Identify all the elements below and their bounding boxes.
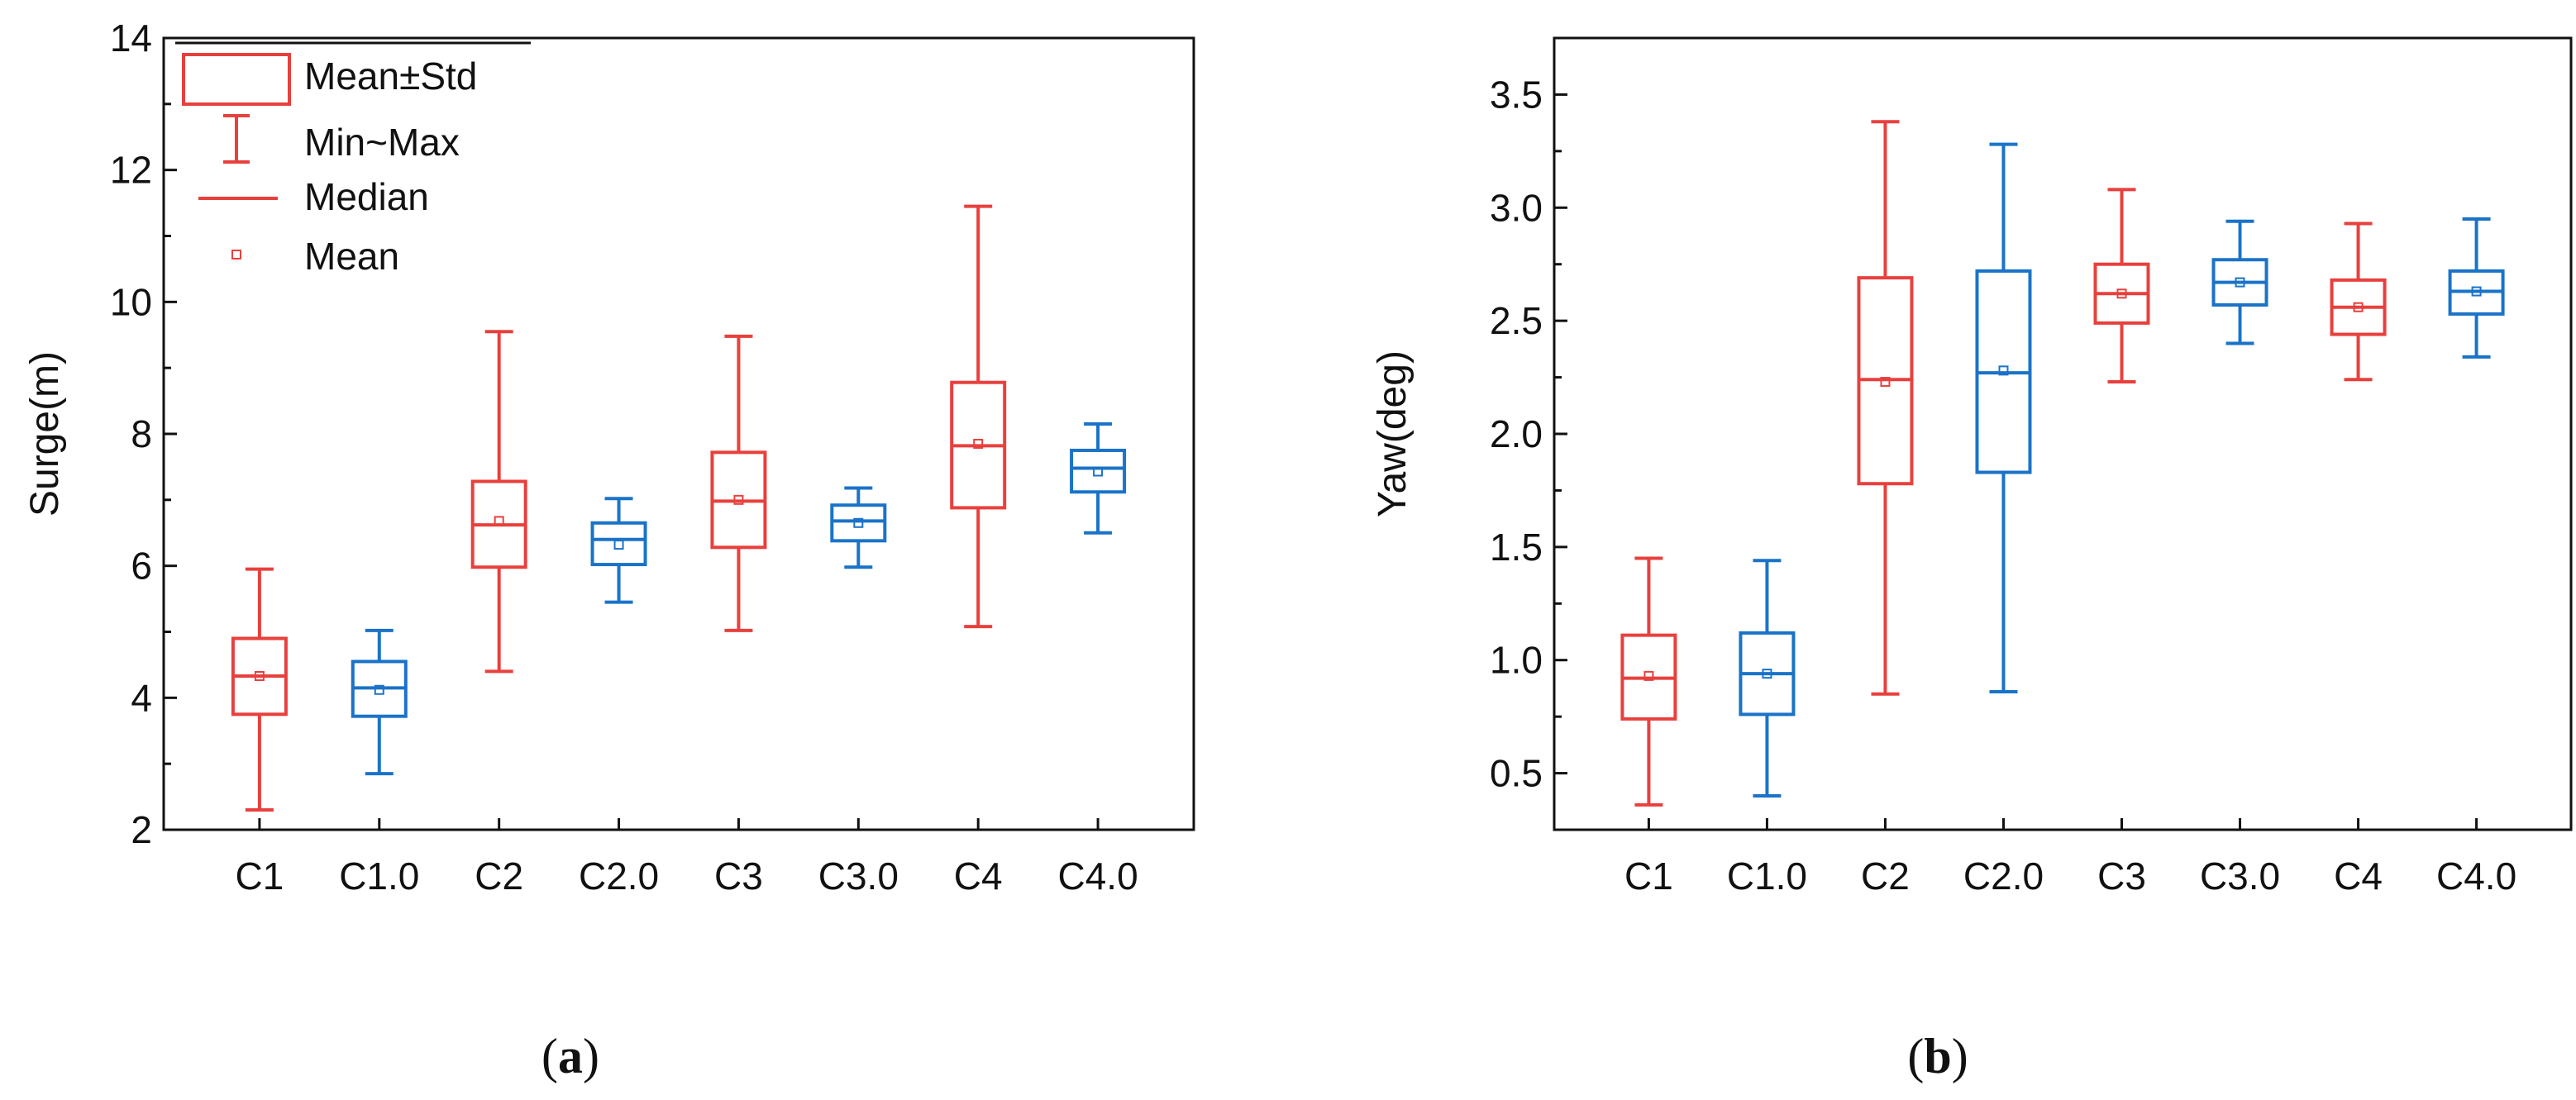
- box-C4: [2330, 221, 2387, 382]
- legend-label-mean: Mean: [304, 235, 399, 278]
- legend-box-icon: [182, 53, 291, 106]
- x-tick-label: C2: [475, 855, 523, 898]
- box-C2: [470, 330, 527, 674]
- x-tick-label: C1.0: [1727, 855, 1807, 898]
- box-C4.0: [2448, 217, 2505, 359]
- x-tick-label: C3: [2097, 855, 2146, 898]
- box-C2.0: [1975, 142, 2032, 694]
- x-tick-label: C2.0: [1963, 855, 2044, 898]
- mean-marker: [2235, 277, 2245, 288]
- panel-b-caption: (b): [1907, 1029, 1968, 1083]
- y-tick-label: 1.5: [1490, 526, 1543, 569]
- x-tick-label: C1: [1624, 855, 1673, 898]
- x-tick-label: C4: [954, 855, 1003, 898]
- mean-marker: [374, 684, 384, 695]
- y-tick-label: 1.0: [1490, 639, 1543, 682]
- panel-a-caption: (a): [541, 1029, 599, 1083]
- y-tick-label: 3.0: [1490, 186, 1543, 229]
- box-C3.0: [830, 486, 887, 569]
- box-C1.0: [1739, 559, 1796, 798]
- legend-label-median: Median: [304, 175, 429, 218]
- legend-mean-icon: [231, 250, 241, 260]
- x-tick-label: C1.0: [339, 855, 419, 898]
- box-C3: [2093, 188, 2150, 384]
- box-C1: [231, 567, 288, 812]
- mean-marker: [853, 517, 864, 528]
- y-tick-label: 4: [131, 676, 152, 719]
- box-C3: [710, 334, 767, 632]
- y-tick-label: 12: [110, 149, 152, 192]
- x-tick-label: C4: [2334, 855, 2383, 898]
- x-tick-label: C2: [1861, 855, 1910, 898]
- y-tick-label: 14: [110, 17, 152, 60]
- y-tick-label: 2: [131, 808, 152, 851]
- y-tick-label: 2.0: [1490, 412, 1543, 455]
- mean-marker: [2471, 286, 2482, 297]
- mean-marker: [1880, 377, 1891, 388]
- mean-marker: [2353, 302, 2364, 312]
- x-tick-label: C2.0: [579, 855, 659, 898]
- y-tick-label: 6: [131, 545, 152, 588]
- box-body: [590, 521, 647, 567]
- x-tick-label: C1: [236, 855, 284, 898]
- panel-a-y-axis-label: Surge(m): [23, 351, 67, 517]
- x-tick-label: C4.0: [2436, 855, 2516, 898]
- x-tick-label: C3.0: [2200, 855, 2280, 898]
- mean-marker: [1643, 670, 1654, 681]
- mean-marker: [613, 540, 624, 550]
- box-C2: [1857, 120, 1914, 696]
- y-tick-label: 8: [131, 412, 152, 455]
- mean-marker: [973, 438, 984, 449]
- legend-label-whisker: Min~Max: [304, 121, 460, 164]
- legend-label-box: Mean±Std: [304, 55, 477, 98]
- box-C1: [1620, 556, 1677, 807]
- box-C3.0: [2211, 219, 2268, 345]
- mean-marker: [254, 670, 265, 681]
- mean-marker: [733, 494, 744, 505]
- y-tick-label: 3.5: [1490, 73, 1543, 116]
- legend-whisker-icon: [223, 114, 250, 164]
- x-tick-label: C4.0: [1058, 855, 1138, 898]
- panel-b-plot-frame: [1553, 36, 2573, 831]
- panel-b-y-axis-label: Yaw(deg): [1371, 350, 1414, 517]
- y-tick-label: 0.5: [1490, 752, 1543, 795]
- box-body: [1070, 448, 1127, 494]
- x-tick-label: C3: [714, 855, 763, 898]
- box-C2.0: [590, 497, 647, 604]
- mean-marker: [494, 516, 504, 526]
- x-tick-label: C3.0: [818, 855, 899, 898]
- box-body: [830, 503, 887, 543]
- panel-b-chart: 0.5 1.0 1.5 2.0 2.5 3.0 3.5 C1 C1.0 C2 C2.0 C3 C3.0…: [1371, 36, 2573, 898]
- panel-a-chart: 2 4 6 8 10 12 14 C1 C1.0 C2 C2.0 C3 C3.0 C4 C4.0 Surg…: [23, 17, 1195, 898]
- box-C1.0: [351, 628, 408, 776]
- legend: Mean±Std Min~Max Median Mean: [175, 41, 531, 278]
- mean-marker: [1762, 669, 1772, 679]
- y-tick-label: 10: [110, 280, 152, 323]
- mean-marker: [1093, 466, 1104, 477]
- mean-marker: [2116, 288, 2127, 299]
- box-C4: [950, 204, 1007, 629]
- box-C4.0: [1070, 422, 1127, 535]
- mean-marker: [1998, 365, 2009, 376]
- y-tick-label: 2.5: [1490, 299, 1543, 342]
